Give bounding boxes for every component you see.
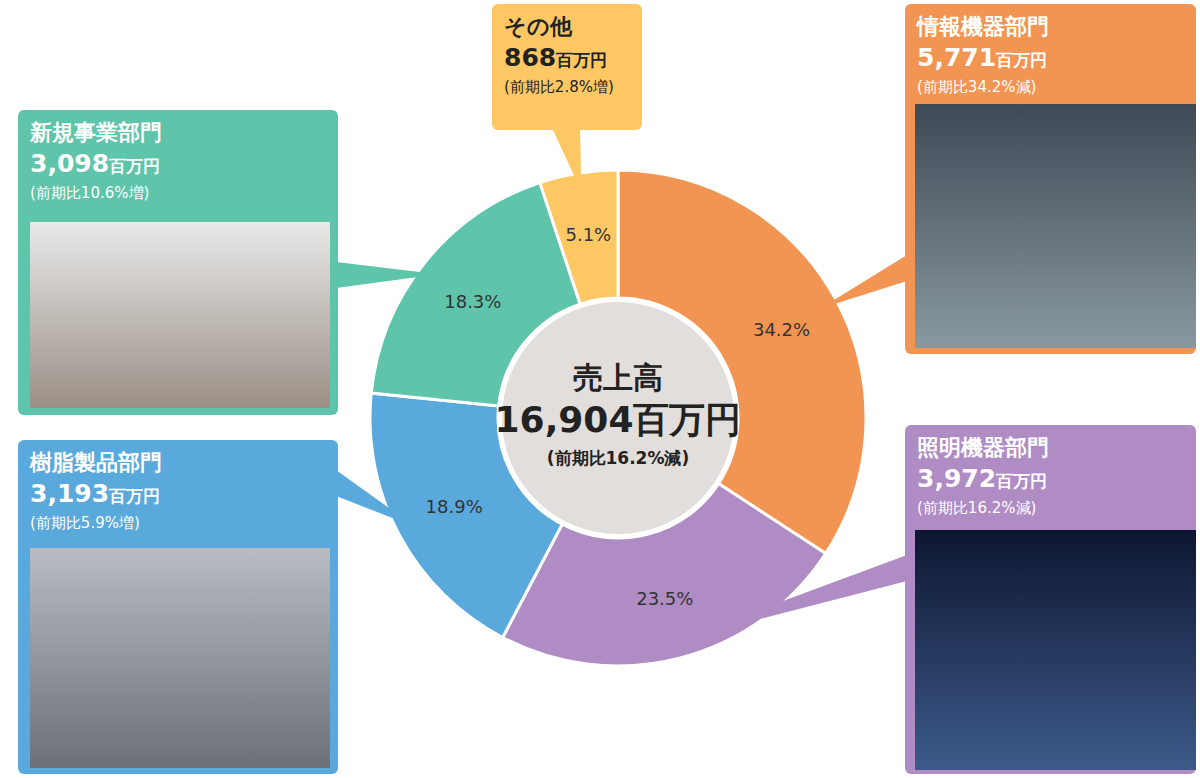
data-label: 18.9%	[426, 496, 483, 517]
callout-box	[18, 440, 338, 774]
change: (前期比34.2%減)	[917, 78, 1036, 96]
callout: 樹脂製品部門 3,193百万円 (前期比5.9%増)	[18, 440, 338, 774]
slice-labels: 34.2% 23.5% 18.9% 18.3% 5.1%	[426, 224, 811, 609]
category-name: 樹脂製品部門	[29, 450, 162, 475]
amount-value: 3,098	[30, 149, 109, 178]
callout: 新規事業部門 3,098百万円 (前期比10.6%増)	[18, 110, 338, 415]
data-label: 18.3%	[444, 291, 501, 312]
pointer	[552, 128, 581, 191]
category-name: その他	[504, 14, 573, 39]
amount-unit: 百万円	[108, 156, 160, 176]
callout-box	[492, 4, 642, 130]
callout-box	[18, 110, 338, 415]
pointers	[336, 128, 907, 641]
callout-box	[905, 4, 1196, 354]
pointer	[820, 255, 907, 308]
center-title: 売上高	[573, 360, 663, 395]
amount-value: 3,193	[30, 479, 109, 508]
chart: 情報機器部門5,771百万円(前期比34.2%減)照明機器部門3,972百万円(…	[0, 0, 1200, 778]
callout: 照明機器部門 3,972百万円 (前期比16.2%減)	[905, 425, 1196, 774]
total-value: 16,904	[495, 399, 634, 440]
amount-value: 3,972	[917, 464, 996, 493]
change: (前期比10.6%増)	[30, 184, 149, 202]
total-change: (前期比16.2%減)	[547, 448, 690, 468]
callout: 情報機器部門 5,771百万円 (前期比34.2%減)	[905, 4, 1196, 354]
change: (前期比16.2%減)	[917, 499, 1036, 517]
amount: 868百万円	[504, 43, 607, 72]
amount-unit: 百万円	[555, 50, 607, 70]
amount: 3,193百万円	[30, 479, 160, 508]
category-name: 照明機器部門	[917, 435, 1049, 460]
category-name: 新規事業部門	[29, 120, 162, 145]
slices	[370, 170, 866, 666]
slice	[540, 170, 618, 304]
pointer	[336, 470, 415, 527]
change: (前期比2.8%増)	[504, 78, 614, 96]
photo-placeholder	[915, 530, 1196, 770]
amount-unit: 百万円	[995, 50, 1047, 70]
data-label: 23.5%	[636, 588, 693, 609]
callout-box	[905, 425, 1196, 774]
amount-value: 5,771	[917, 43, 996, 72]
center: 売上高 16,904百万円 (前期比16.2%減)	[495, 302, 742, 534]
total-unit: 百万円	[632, 399, 741, 440]
callouts: 情報機器部門5,771百万円(前期比34.2%減)照明機器部門3,972百万円(…	[18, 4, 1196, 774]
amount: 5,771百万円	[917, 43, 1047, 72]
pointer	[676, 555, 907, 641]
data-label: 34.2%	[753, 319, 810, 340]
change: (前期比5.9%増)	[30, 514, 140, 532]
data-label: 5.1%	[565, 224, 611, 245]
amount: 3,972百万円	[917, 464, 1047, 493]
category-name: 情報機器部門	[915, 14, 1049, 39]
amount: 3,098百万円	[30, 149, 160, 178]
total: 16,904百万円	[495, 399, 742, 440]
amount-unit: 百万円	[995, 471, 1047, 491]
photo-placeholder	[915, 104, 1196, 348]
callout: その他 868百万円 (前期比2.8%増)	[492, 4, 642, 130]
pointer	[336, 262, 439, 288]
photo-placeholder	[30, 548, 330, 768]
background	[0, 0, 1200, 778]
photo-placeholder	[30, 222, 330, 408]
amount-unit: 百万円	[108, 486, 160, 506]
amount-value: 868	[504, 43, 556, 72]
